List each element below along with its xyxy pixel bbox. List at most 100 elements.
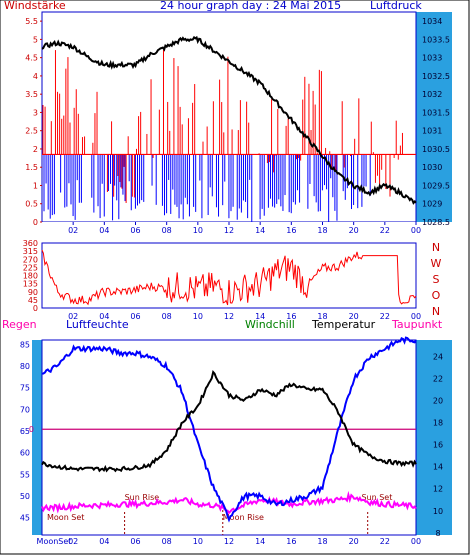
wind-tick-label: 3.5 xyxy=(25,90,38,99)
temperature-tick-label: 22 xyxy=(433,375,443,384)
x-tick-label: 04 xyxy=(99,312,109,321)
x-tick-label: 04 xyxy=(99,537,109,546)
pressure-tick-label: 1033.5 xyxy=(422,35,450,44)
x-tick-label: 08 xyxy=(162,312,172,321)
pressure-tick-label: 1030.5 xyxy=(422,145,450,154)
wind-tick-label: 2.5 xyxy=(25,127,38,136)
x-tick-label: 22 xyxy=(380,312,390,321)
luftdruck-label: Luftdruck xyxy=(370,0,422,12)
direction-tick-label: 180 xyxy=(23,272,38,281)
x-tick-label: 22 xyxy=(380,226,390,235)
direction-tick-label: 225 xyxy=(23,263,38,272)
pressure-tick-label: 1029 xyxy=(422,200,442,209)
temperature-tick-label: 10 xyxy=(433,507,443,516)
x-tick-label: 12 xyxy=(224,537,234,546)
x-tick-label: 16 xyxy=(286,226,296,235)
x-tick-label: 14 xyxy=(255,537,265,546)
direction-letter: O xyxy=(432,289,441,302)
windchill-label: Windchill xyxy=(245,318,295,331)
humidity-tick-label: 55 xyxy=(20,470,30,479)
temperature-tick-label: 16 xyxy=(433,441,443,450)
right-axis-band-3 xyxy=(416,340,452,535)
pressure-tick-label: 1031 xyxy=(422,127,442,136)
moon-set-label: Moon Set xyxy=(47,513,84,522)
direction-letter: S xyxy=(433,273,440,286)
x-tick-label: 02 xyxy=(68,537,78,546)
direction-tick-label: 360 xyxy=(23,239,38,248)
x-tick-label: 20 xyxy=(349,537,359,546)
wind-tick-label: 3 xyxy=(33,108,38,117)
temperature-tick-label: 14 xyxy=(433,463,443,472)
pressure-line xyxy=(41,35,417,205)
pressure-tick-label: 1034 xyxy=(422,17,442,26)
luftfeuchte-label: Luftfeuchte xyxy=(66,318,129,331)
humidity-tick-label: 50 xyxy=(20,492,30,501)
x-tick-label: 10 xyxy=(193,226,203,235)
wind-tick-label: 1 xyxy=(33,181,38,190)
temperature-tick-label: 20 xyxy=(433,397,443,406)
x-tick-label: 16 xyxy=(286,312,296,321)
wind-tick-label: 2 xyxy=(33,145,38,154)
wind-tick-label: 4.5 xyxy=(25,54,38,63)
wind-tick-label: 0.5 xyxy=(25,200,38,209)
x-tick-label: 22 xyxy=(380,537,390,546)
x-tick-label: 14 xyxy=(255,312,265,321)
pressure-tick-label: 1029.5 xyxy=(422,181,450,190)
right-axis-band xyxy=(416,12,452,222)
wind-tick-label: 1.5 xyxy=(25,163,38,172)
direction-letter: N xyxy=(432,241,440,254)
dewpoint-line xyxy=(41,490,417,515)
sun-set-label: Sun Set xyxy=(361,493,392,502)
windstaerke-label: Windstärke xyxy=(4,0,66,12)
wind-tick-label: 5 xyxy=(33,35,38,44)
humidity-tick-label: 60 xyxy=(20,449,30,458)
direction-tick-label: 0 xyxy=(33,304,38,313)
sun-rise-label: Sun Rise xyxy=(125,493,160,502)
taupunkt-label: Taupunkt xyxy=(392,318,443,331)
pressure-tick-label: 1030 xyxy=(422,163,442,172)
humidity-tick-label: 45 xyxy=(20,514,30,523)
direction-tick-label: 45 xyxy=(28,296,38,305)
x-tick-label: 18 xyxy=(317,226,327,235)
wind-direction-line xyxy=(41,249,417,306)
moon-rise-label: Moon Rise xyxy=(223,513,264,522)
x-tick-label: 16 xyxy=(286,537,296,546)
x-tick-label: 02 xyxy=(68,226,78,235)
x-tick-label: 08 xyxy=(162,537,172,546)
x-tick-label: 04 xyxy=(99,226,109,235)
wind-tick-label: 4 xyxy=(33,72,38,81)
temperature-tick-label: 18 xyxy=(433,419,443,428)
direction-tick-label: 270 xyxy=(23,255,38,264)
x-tick-label: 10 xyxy=(193,537,203,546)
wind-bars xyxy=(42,49,403,222)
x-tick-label: 20 xyxy=(349,226,359,235)
x-tick-label: 06 xyxy=(130,226,140,235)
temperatur-label: Temperatur xyxy=(312,318,376,331)
x-band-1 xyxy=(42,222,416,236)
humidity-line xyxy=(41,336,417,523)
temperature-tick-label: 8 xyxy=(435,529,440,538)
direction-letter: N xyxy=(432,305,440,318)
x-tick-label: 02 xyxy=(68,312,78,321)
x-tick-label: 08 xyxy=(162,226,172,235)
x-tick-label: 18 xyxy=(317,312,327,321)
temperature-tick-label: 12 xyxy=(433,485,443,494)
x-tick-label: 00 xyxy=(411,537,421,546)
x-tick-label: 06 xyxy=(130,312,140,321)
temperature-tick-label: 24 xyxy=(433,353,443,362)
moonset-axis-label: MoonSet xyxy=(37,537,72,546)
humidity-tick-label: 70 xyxy=(20,405,30,414)
x-tick-label: 12 xyxy=(224,226,234,235)
x-tick-label: 14 xyxy=(255,226,265,235)
wind-tick-label: 5.5 xyxy=(25,17,38,26)
pressure-tick-label: 1032.5 xyxy=(422,72,450,81)
pressure-tick-label: 1033 xyxy=(422,54,442,63)
x-tick-label: 12 xyxy=(224,312,234,321)
humidity-tick-label: 85 xyxy=(20,340,30,349)
graph-title: 24 hour graph day : 24 Mai 2015 xyxy=(160,0,342,12)
pressure-tick-label: 1031.5 xyxy=(422,108,450,117)
pressure-tick-label: 1032 xyxy=(422,90,442,99)
plot-area-3 xyxy=(41,339,417,536)
pressure-tick-label: 1028.5 xyxy=(422,218,450,227)
